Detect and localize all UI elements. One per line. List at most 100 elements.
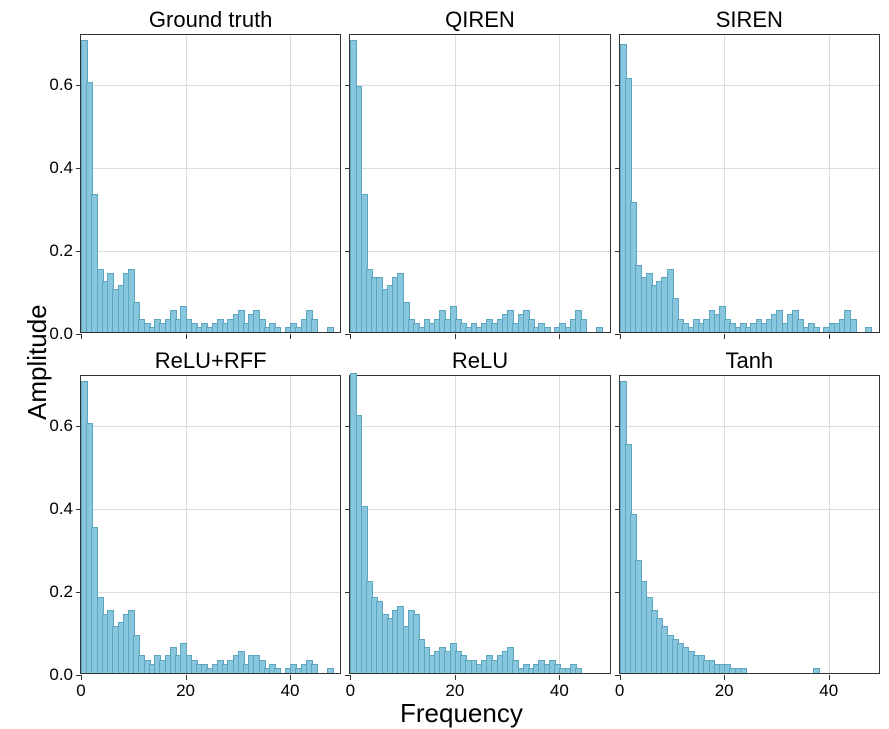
x-tick-label: 40 bbox=[539, 681, 579, 701]
gridline-vertical bbox=[724, 35, 725, 332]
x-tick-mark bbox=[724, 675, 725, 680]
x-tick-mark bbox=[620, 334, 621, 339]
gridline-horizontal bbox=[350, 426, 609, 427]
x-tick-mark bbox=[350, 334, 351, 339]
y-tick-mark bbox=[345, 334, 350, 335]
histogram-bar bbox=[274, 668, 281, 673]
chart-panel: ReLU+RFF020400.00.20.40.6 bbox=[80, 375, 341, 674]
histogram-bar bbox=[274, 327, 281, 332]
x-tick-label: 20 bbox=[166, 681, 206, 701]
x-tick-mark bbox=[290, 334, 291, 339]
gridline-vertical bbox=[559, 376, 560, 673]
histogram-bar bbox=[813, 668, 820, 673]
gridline-horizontal bbox=[350, 251, 609, 252]
gridline-horizontal bbox=[81, 509, 340, 510]
panel-title: ReLU bbox=[350, 348, 609, 374]
x-tick-mark bbox=[290, 675, 291, 680]
gridline-vertical bbox=[186, 376, 187, 673]
y-tick-label: 0.6 bbox=[31, 75, 73, 95]
gridline-horizontal bbox=[350, 85, 609, 86]
x-tick-label: 0 bbox=[330, 681, 370, 701]
chart-panel: Tanh02040 bbox=[619, 375, 880, 674]
y-tick-label: 0.0 bbox=[31, 324, 73, 344]
panel-title: QIREN bbox=[350, 7, 609, 33]
panel-title: SIREN bbox=[620, 7, 879, 33]
x-tick-mark bbox=[350, 675, 351, 680]
histogram-bar bbox=[596, 327, 603, 332]
gridline-horizontal bbox=[620, 509, 879, 510]
chart-panel: Ground truth0.00.20.40.6 bbox=[80, 34, 341, 333]
gridline-horizontal bbox=[81, 592, 340, 593]
y-axis-label: Amplitude bbox=[22, 304, 53, 420]
gridline-vertical bbox=[455, 376, 456, 673]
x-tick-label: 20 bbox=[704, 681, 744, 701]
gridline-vertical bbox=[829, 376, 830, 673]
gridline-horizontal bbox=[81, 251, 340, 252]
y-tick-label: 0.2 bbox=[31, 582, 73, 602]
gridline-horizontal bbox=[81, 85, 340, 86]
x-tick-mark bbox=[81, 334, 82, 339]
gridline-vertical bbox=[290, 35, 291, 332]
y-tick-label: 0.0 bbox=[31, 665, 73, 685]
x-tick-label: 20 bbox=[435, 681, 475, 701]
x-axis-label: Frequency bbox=[400, 698, 523, 729]
gridline-horizontal bbox=[620, 426, 879, 427]
histogram-bar bbox=[327, 327, 334, 332]
y-tick-mark bbox=[345, 675, 350, 676]
gridline-vertical bbox=[455, 35, 456, 332]
histogram-bar bbox=[311, 319, 318, 332]
chart-panel: ReLU02040 bbox=[349, 375, 610, 674]
gridline-horizontal bbox=[81, 426, 340, 427]
panel-title: Tanh bbox=[620, 348, 879, 374]
y-tick-label: 0.4 bbox=[31, 499, 73, 519]
x-tick-mark bbox=[559, 334, 560, 339]
chart-panel: QIREN bbox=[349, 34, 610, 333]
panels-container: Ground truth0.00.20.40.6QIRENSIREN ReLU+R… bbox=[80, 34, 880, 674]
histogram-bar bbox=[813, 327, 820, 332]
y-tick-mark bbox=[615, 675, 620, 676]
gridline-horizontal bbox=[620, 168, 879, 169]
x-tick-label: 40 bbox=[270, 681, 310, 701]
histogram-bar bbox=[575, 668, 582, 673]
gridline-vertical bbox=[829, 35, 830, 332]
y-tick-mark bbox=[76, 675, 81, 676]
x-tick-mark bbox=[829, 334, 830, 339]
x-tick-mark bbox=[81, 675, 82, 680]
histogram-bar bbox=[580, 319, 587, 332]
y-tick-mark bbox=[615, 334, 620, 335]
gridline-vertical bbox=[724, 376, 725, 673]
gridline-horizontal bbox=[350, 168, 609, 169]
x-tick-mark bbox=[455, 334, 456, 339]
x-tick-mark bbox=[186, 675, 187, 680]
gridline-horizontal bbox=[81, 168, 340, 169]
gridline-vertical bbox=[186, 35, 187, 332]
y-tick-label: 0.6 bbox=[31, 416, 73, 436]
x-tick-mark bbox=[829, 675, 830, 680]
gridline-horizontal bbox=[350, 592, 609, 593]
y-tick-label: 0.2 bbox=[31, 241, 73, 261]
histogram-bar bbox=[850, 319, 857, 332]
gridline-horizontal bbox=[620, 85, 879, 86]
gridline-horizontal bbox=[620, 592, 879, 593]
x-tick-label: 0 bbox=[600, 681, 640, 701]
histogram-bar bbox=[740, 668, 747, 673]
gridline-horizontal bbox=[620, 251, 879, 252]
x-tick-label: 40 bbox=[809, 681, 849, 701]
y-tick-label: 0.4 bbox=[31, 158, 73, 178]
x-tick-mark bbox=[559, 675, 560, 680]
histogram-bar bbox=[865, 327, 872, 332]
histogram-bar bbox=[327, 668, 334, 673]
figure: Amplitude Frequency Ground truth0.00.20.… bbox=[0, 0, 889, 727]
y-tick-mark bbox=[76, 334, 81, 335]
gridline-vertical bbox=[559, 35, 560, 332]
histogram-bar bbox=[311, 664, 318, 673]
x-tick-mark bbox=[620, 675, 621, 680]
histogram-bar bbox=[544, 327, 551, 332]
x-tick-mark bbox=[455, 675, 456, 680]
gridline-vertical bbox=[290, 376, 291, 673]
x-tick-mark bbox=[186, 334, 187, 339]
panel-title: Ground truth bbox=[81, 7, 340, 33]
gridline-horizontal bbox=[350, 509, 609, 510]
x-tick-mark bbox=[724, 334, 725, 339]
chart-panel: SIREN bbox=[619, 34, 880, 333]
